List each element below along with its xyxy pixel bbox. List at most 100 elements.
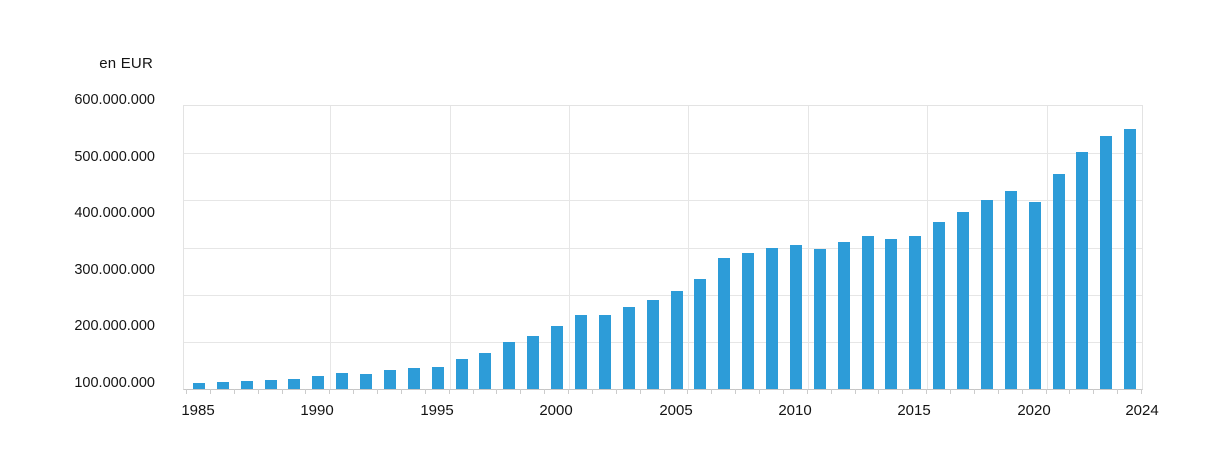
bar-2010 xyxy=(790,245,802,389)
bar-1995 xyxy=(432,367,444,389)
x-tick-label-2010: 2010 xyxy=(778,402,812,419)
bar-2018 xyxy=(981,200,993,389)
bar-1991 xyxy=(336,373,348,389)
bar-2013 xyxy=(862,236,874,389)
bar-2014 xyxy=(885,239,897,389)
bar-2001 xyxy=(575,315,587,389)
bar-2005 xyxy=(671,291,683,389)
vertical-gridline xyxy=(927,106,928,389)
bar-2008 xyxy=(742,253,754,389)
x-tick-mark xyxy=(449,389,450,394)
bar-1987 xyxy=(241,381,253,389)
bar-1993 xyxy=(384,370,396,389)
x-tick-mark xyxy=(473,389,474,394)
x-tick-mark xyxy=(998,389,999,394)
x-tick-mark xyxy=(807,389,808,394)
bar-2019 xyxy=(1005,191,1017,389)
bar-1996 xyxy=(456,359,468,389)
vertical-gridline xyxy=(688,106,689,389)
x-tick-label-2000: 2000 xyxy=(539,402,573,419)
bar-1998 xyxy=(503,342,515,389)
x-tick-label-2024: 2024 xyxy=(1125,402,1159,419)
x-tick-mark xyxy=(640,389,641,394)
x-tick-mark xyxy=(592,389,593,394)
vertical-gridline xyxy=(1047,106,1048,389)
bar-2024 xyxy=(1124,129,1136,389)
horizontal-gridline xyxy=(184,295,1142,296)
x-tick-mark xyxy=(735,389,736,394)
bar-2015 xyxy=(909,236,921,389)
x-tick-mark xyxy=(687,389,688,394)
vertical-gridline xyxy=(330,106,331,389)
x-tick-mark xyxy=(305,389,306,394)
x-tick-mark xyxy=(1141,389,1142,394)
bar-2011 xyxy=(814,249,826,389)
x-tick-mark xyxy=(568,389,569,394)
x-tick-mark xyxy=(401,389,402,394)
vertical-gridline xyxy=(808,106,809,389)
horizontal-gridline xyxy=(184,153,1142,154)
bar-2003 xyxy=(623,307,635,389)
vertical-gridline xyxy=(450,106,451,389)
bar-2021 xyxy=(1053,174,1065,389)
horizontal-gridline xyxy=(184,342,1142,343)
bar-1985 xyxy=(193,383,205,389)
y-axis-unit-label: en EUR xyxy=(99,55,153,72)
x-tick-mark xyxy=(831,389,832,394)
bar-2016 xyxy=(933,222,945,389)
y-tick-label: 500.000.000 xyxy=(74,149,155,165)
x-tick-mark xyxy=(711,389,712,394)
bar-2009 xyxy=(766,248,778,389)
horizontal-gridline xyxy=(184,200,1142,201)
x-tick-mark xyxy=(878,389,879,394)
y-tick-label: 300.000.000 xyxy=(74,262,155,278)
x-tick-mark xyxy=(950,389,951,394)
vertical-gridline xyxy=(569,106,570,389)
bar-2012 xyxy=(838,242,850,389)
x-tick-mark xyxy=(664,389,665,394)
x-tick-label-2020: 2020 xyxy=(1017,402,1051,419)
bar-1988 xyxy=(265,380,277,389)
x-tick-label-1995: 1995 xyxy=(420,402,454,419)
x-tick-mark xyxy=(520,389,521,394)
bar-1999 xyxy=(527,336,539,389)
x-tick-mark xyxy=(496,389,497,394)
x-tick-mark xyxy=(377,389,378,394)
x-tick-mark xyxy=(1093,389,1094,394)
bar-1994 xyxy=(408,368,420,389)
bar-2017 xyxy=(957,212,969,389)
bar-2023 xyxy=(1100,136,1112,389)
x-tick-mark xyxy=(425,389,426,394)
x-tick-mark xyxy=(234,389,235,394)
x-tick-mark xyxy=(210,389,211,394)
x-tick-mark xyxy=(544,389,545,394)
x-tick-mark xyxy=(759,389,760,394)
bar-2022 xyxy=(1076,152,1088,389)
bar-1986 xyxy=(217,382,229,389)
bar-2000 xyxy=(551,326,563,389)
bar-2020 xyxy=(1029,202,1041,389)
x-tick-mark xyxy=(616,389,617,394)
x-tick-mark xyxy=(1022,389,1023,394)
x-tick-mark xyxy=(902,389,903,394)
x-tick-mark xyxy=(282,389,283,394)
bar-1997 xyxy=(479,353,491,389)
plot-area xyxy=(183,105,1143,390)
x-tick-label-1985: 1985 xyxy=(181,402,215,419)
y-tick-label: 200.000.000 xyxy=(74,318,155,334)
bar-2002 xyxy=(599,315,611,389)
x-tick-mark xyxy=(186,389,187,394)
bar-2007 xyxy=(718,258,730,389)
y-tick-label: 600.000.000 xyxy=(74,92,155,108)
x-tick-mark xyxy=(783,389,784,394)
x-tick-mark xyxy=(1046,389,1047,394)
bar-2006 xyxy=(694,279,706,389)
bar-1992 xyxy=(360,374,372,389)
x-tick-mark xyxy=(926,389,927,394)
x-tick-mark xyxy=(1069,389,1070,394)
x-tick-mark xyxy=(1117,389,1118,394)
bar-1990 xyxy=(312,376,324,389)
x-tick-mark xyxy=(258,389,259,394)
x-tick-label-2015: 2015 xyxy=(897,402,931,419)
